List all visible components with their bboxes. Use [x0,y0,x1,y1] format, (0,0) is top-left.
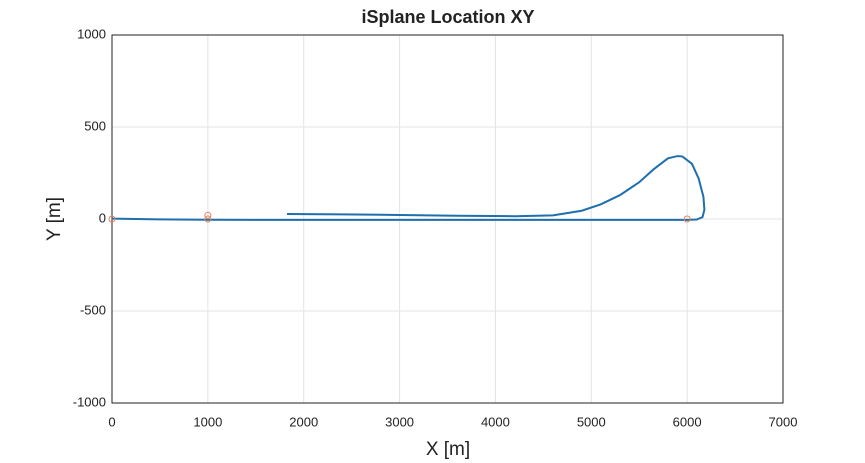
x-tick-label: 0 [108,414,115,429]
x-tick-label: 7000 [769,414,798,429]
trajectory-line [111,155,706,221]
x-tick-label: 2000 [289,414,318,429]
waypoint-marker [204,215,212,223]
waypoint-marker [204,211,212,219]
y-tick-label: 1000 [77,26,106,41]
x-tick-label: 4000 [481,414,510,429]
x-axis-label: X [m] [426,439,470,460]
x-tick-label: 5000 [577,414,606,429]
y-tick-label: -500 [80,302,106,317]
y-tick-label: 500 [84,118,106,133]
x-tick-label: 6000 [673,414,702,429]
waypoint-marker [108,215,116,223]
x-tick-label: 1000 [193,414,222,429]
chart-title: iSplane Location XY [361,7,534,27]
waypoint-marker [683,215,691,223]
y-axis-label: Y [m] [44,197,65,241]
x-tick-label: 3000 [385,414,414,429]
y-tick-label: -1000 [73,394,106,409]
y-tick-label: 0 [99,210,106,225]
